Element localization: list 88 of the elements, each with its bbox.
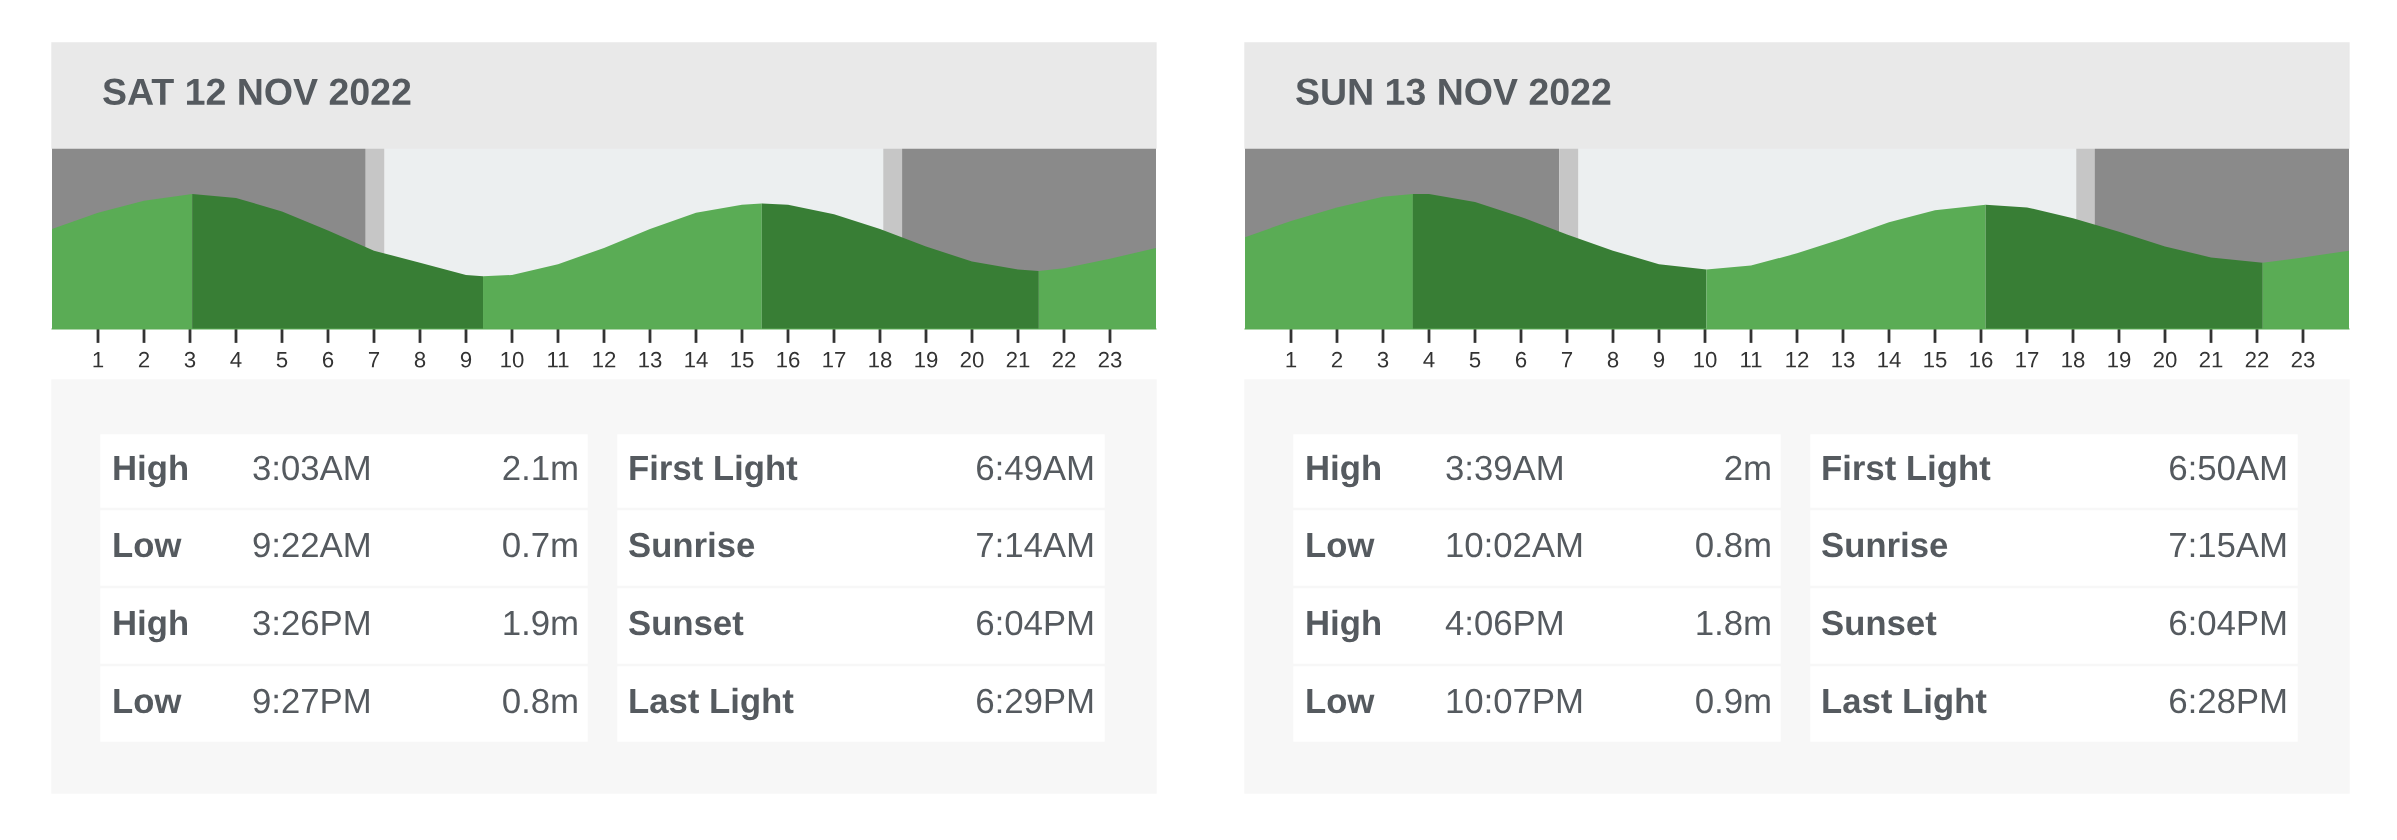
text: 1.8m — [1697, 610, 1770, 636]
x-tick-label: 10 — [501, 351, 524, 368]
x-tick-label: 22 — [1052, 351, 1076, 368]
text: 6:04PM — [2170, 610, 2286, 636]
x-tick-label: 11 — [1741, 352, 1762, 368]
x-tick-label: 16 — [1970, 351, 1993, 368]
x-tick-label: 12 — [593, 351, 616, 368]
x-tick-label: 14 — [1878, 352, 1901, 368]
x-tick-label: 20 — [2153, 351, 2177, 368]
text: 0.9m — [1696, 688, 1770, 714]
text: 6:50AM — [2170, 455, 2286, 481]
text: 6:29PM — [977, 688, 1093, 714]
x-tick-label: 9 — [1653, 351, 1665, 368]
text: 9:27PM — [253, 688, 369, 714]
x-tick-label: 21 — [2199, 351, 2223, 368]
text: 9:22AM — [253, 532, 369, 558]
x-tick-label: 5 — [1469, 352, 1481, 368]
chart-title: SAT 12 NOV 2022 — [103, 78, 411, 106]
x-tick-label: 10 — [1694, 351, 1717, 368]
x-tick-label: 7 — [1561, 352, 1573, 368]
x-tick-label: 23 — [1098, 351, 1122, 368]
text: Sunrise — [629, 531, 755, 558]
text: 6:49AM — [977, 455, 1093, 481]
text: Sunset — [629, 610, 744, 636]
text: 3:39AM — [1446, 455, 1562, 481]
text: Low — [1307, 533, 1375, 558]
x-tick-label: 17 — [2016, 352, 2039, 368]
text: 0.8m — [503, 688, 577, 714]
x-tick-label: 20 — [960, 351, 984, 368]
x-tick-label: 23 — [2291, 351, 2315, 368]
x-tick-label: 16 — [777, 351, 800, 368]
x-tick-label: 3 — [1377, 351, 1389, 368]
x-tick-label: 6 — [322, 351, 334, 368]
x-tick-label: 13 — [639, 351, 662, 368]
text: First Light — [1823, 454, 1991, 488]
x-tick-label: 1 — [93, 352, 104, 368]
x-tick-label: 2 — [138, 351, 150, 368]
text: 10:07PM — [1447, 688, 1582, 714]
text: 4:06PM — [1445, 610, 1562, 636]
text: Sunrise — [1822, 531, 1948, 558]
text: 0.8m — [1696, 532, 1770, 558]
x-tick-label: 12 — [1786, 351, 1809, 368]
text: 7:14AM — [977, 533, 1093, 557]
x-tick-label: 19 — [915, 351, 938, 368]
text: 10:02AM — [1447, 532, 1582, 558]
x-tick-label: 8 — [414, 351, 426, 368]
x-tick-label: 7 — [368, 352, 380, 368]
text: High — [1307, 609, 1380, 643]
x-tick-label: 18 — [869, 351, 892, 368]
text: 0.7m — [503, 532, 577, 558]
x-tick-label: 2 — [1331, 351, 1343, 368]
text: Last Light — [630, 687, 794, 721]
text: High — [114, 609, 187, 643]
text: Last Light — [1823, 687, 1987, 721]
text: Sunset — [1822, 610, 1937, 636]
x-tick-label: 15 — [731, 352, 754, 368]
x-tick-label: 14 — [685, 352, 708, 368]
x-tick-label: 17 — [823, 352, 846, 368]
x-tick-label: 21 — [1006, 351, 1030, 368]
text: 3:26PM — [253, 610, 369, 636]
text: Low — [114, 689, 182, 714]
x-tick-label: 4 — [230, 352, 242, 368]
text: 6:28PM — [2170, 688, 2286, 714]
x-tick-label: 4 — [1423, 352, 1435, 368]
x-tick-label: 15 — [1924, 352, 1947, 368]
x-tick-label: 1 — [1286, 352, 1297, 368]
x-tick-label: 8 — [1607, 351, 1619, 368]
chart-title: SUN 13 NOV 2022 — [1296, 78, 1611, 106]
x-tick-label: 18 — [2062, 351, 2085, 368]
text: High — [1307, 454, 1380, 488]
text: First Light — [630, 454, 798, 488]
x-tick-label: 9 — [460, 351, 472, 368]
x-tick-label: 19 — [2108, 351, 2131, 368]
x-tick-label: 13 — [1832, 351, 1855, 368]
x-tick-label: 22 — [2245, 351, 2269, 368]
x-tick-label: 3 — [184, 351, 196, 368]
text: 6:04PM — [977, 610, 1093, 636]
x-tick-label: 6 — [1515, 351, 1527, 368]
text: Low — [114, 533, 182, 558]
text: 2.1m — [503, 455, 577, 480]
text: 7:15AM — [2170, 533, 2286, 558]
text: Low — [1307, 689, 1375, 714]
text: 3:03AM — [253, 455, 369, 481]
text: 1.9m — [504, 610, 577, 636]
text: 2m — [1725, 455, 1770, 480]
x-tick-label: 5 — [276, 352, 288, 368]
text: High — [114, 454, 187, 488]
x-tick-label: 11 — [548, 352, 569, 368]
